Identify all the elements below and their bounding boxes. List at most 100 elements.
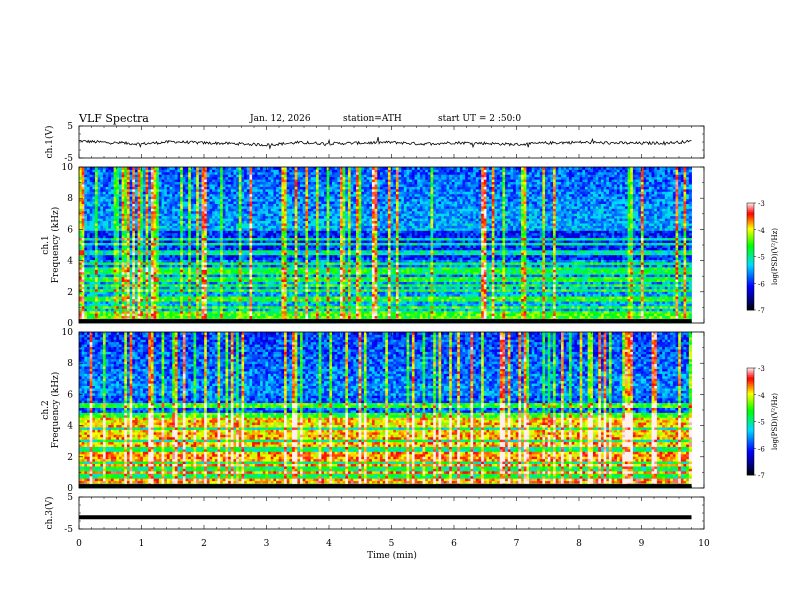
spectrogram-cell: [124, 269, 128, 273]
spectrogram-cell: [662, 296, 666, 300]
spectrogram-cell: [667, 308, 671, 312]
spectrogram-cell: [361, 271, 365, 275]
spectrogram-cell: [537, 315, 541, 319]
spectrogram-cell: [318, 313, 322, 317]
spectrogram-cell: [443, 308, 447, 312]
spectrogram-cell: [310, 288, 314, 292]
spectrogram-cell: [558, 274, 562, 278]
spectrogram-cell: [174, 288, 178, 292]
spectrogram-cell: [355, 308, 360, 312]
spectrogram-cell: [491, 310, 495, 314]
spectrogram-cell: [486, 293, 490, 297]
spectrogram-cell: [640, 315, 644, 319]
spectrogram-cell: [600, 286, 605, 290]
spectrogram-cell: [276, 305, 280, 309]
spectrogram-cell: [273, 298, 277, 302]
spectrogram-cell: [534, 293, 538, 297]
spectrogram-cell: [273, 315, 277, 319]
spectrogram-cell: [561, 279, 565, 282]
spectrogram-cell: [595, 301, 599, 304]
spectrogram-cell: [624, 279, 628, 282]
spectrogram-cell: [276, 284, 280, 287]
spectrogram-cell: [134, 284, 138, 287]
spectrogram-cell: [254, 284, 258, 287]
spectrogram-cell: [401, 298, 405, 302]
spectrogram-cell: [118, 310, 123, 314]
spectrogram-cell: [230, 288, 234, 292]
spectrogram-cell: [566, 271, 570, 275]
spectrogram-cell: [385, 293, 389, 297]
spectrogram-cell: [584, 298, 589, 302]
spectrogram-cell: [539, 315, 543, 319]
spectrogram-cell: [225, 313, 229, 317]
spectrogram-cell: [419, 298, 423, 302]
spectrogram-cell: [254, 288, 258, 292]
spectrogram-cell: [510, 301, 514, 304]
spectrogram-cell: [449, 271, 453, 275]
spectrogram-cell: [654, 274, 658, 278]
spectrogram-cell: [672, 298, 676, 302]
spectrogram-cell: [294, 286, 298, 290]
spectrogram-cell: [302, 308, 306, 312]
spectrogram-cell: [97, 301, 101, 304]
spectrogram-cell: [110, 269, 115, 273]
spectrogram-cell: [281, 310, 285, 314]
spectrogram-cell: [435, 279, 439, 282]
spectrogram-cell: [470, 296, 474, 300]
spectrogram-cell: [574, 284, 578, 287]
spectrogram-cell: [257, 301, 261, 304]
spectrogram-cell: [648, 298, 652, 302]
spectrogram-cell: [462, 305, 466, 309]
spectrogram-cell: [624, 276, 628, 280]
spectrogram-cell: [150, 305, 154, 309]
spectrogram-cell: [401, 276, 405, 280]
spectrogram-cell: [616, 315, 620, 319]
spectrogram-cell: [574, 305, 578, 309]
spectrogram-cell: [675, 303, 679, 307]
spectrogram-cell: [345, 284, 349, 287]
spectrogram-cell: [79, 291, 83, 295]
spectrogram-cell: [209, 281, 213, 285]
spectrogram-cell: [374, 305, 378, 309]
spectrogram-cell: [414, 276, 418, 280]
spectrogram-cell: [238, 286, 242, 290]
spectrogram-cell: [574, 288, 578, 292]
spectrogram-cell: [145, 286, 149, 290]
spectrogram-cell: [507, 274, 511, 278]
spectrogram-cell: [190, 279, 194, 282]
spectrogram-cell: [635, 301, 639, 304]
spectrogram-cell: [310, 303, 314, 307]
spectrogram-cell: [81, 296, 85, 300]
spectrogram-cell: [595, 293, 599, 297]
spectrogram-cell: [137, 284, 141, 287]
spectrogram-cell: [158, 315, 162, 319]
spectrogram-cell: [329, 293, 333, 297]
spectrogram-cell: [158, 291, 162, 295]
spectrogram-cell: [646, 296, 650, 300]
spectrogram-cell: [561, 288, 565, 292]
spectrogram-cell: [358, 279, 362, 282]
spectrogram-cell: [318, 315, 322, 319]
spectrogram-cell: [148, 288, 152, 292]
spectrogram-cell: [513, 274, 517, 278]
spectrogram-cell: [398, 281, 402, 285]
spectrogram-cell: [531, 286, 535, 290]
spectrogram-cell: [374, 288, 378, 292]
spectrogram-cell: [121, 279, 125, 282]
spectrogram-cell: [148, 313, 152, 317]
spectrogram-cell: [310, 274, 314, 278]
spectrogram-cell: [475, 313, 479, 317]
spectrogram-cell: [214, 271, 218, 275]
spectrogram-cell: [422, 291, 426, 295]
spectrogram-cell: [89, 281, 93, 285]
spectrogram-cell: [276, 313, 280, 317]
spectrogram-cell: [164, 301, 168, 304]
spectrogram-cell: [302, 315, 306, 319]
spectrogram-cell: [491, 288, 495, 292]
spectrogram-cell: [608, 276, 613, 280]
spectrogram-cell: [230, 284, 234, 287]
spectrogram-cell: [329, 313, 333, 317]
spectrogram-cell: [161, 313, 165, 317]
spectrogram-cell: [254, 293, 258, 297]
spectrogram-cell: [616, 284, 620, 287]
